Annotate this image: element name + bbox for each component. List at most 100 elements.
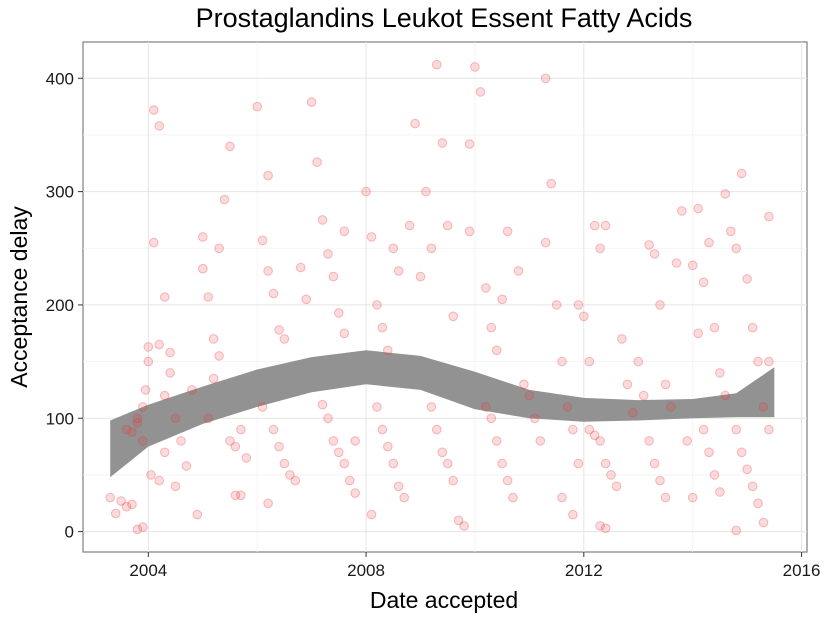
- data-point: [584, 356, 595, 367]
- data-point: [132, 524, 143, 535]
- data-point: [709, 470, 720, 480]
- data-point: [312, 157, 322, 167]
- data-point: [317, 399, 328, 410]
- data-point: [393, 481, 404, 492]
- data-point: [214, 243, 224, 254]
- data-point: [600, 458, 611, 469]
- data-point: [176, 436, 186, 446]
- data-point: [589, 430, 600, 441]
- data-point: [426, 402, 437, 412]
- data-point: [366, 232, 377, 242]
- data-point: [764, 211, 774, 222]
- data-point: [138, 436, 148, 446]
- data-point: [339, 226, 350, 237]
- data-point: [758, 402, 769, 412]
- data-point: [747, 322, 758, 333]
- data-point: [747, 481, 758, 492]
- data-point: [731, 243, 742, 254]
- data-point: [704, 237, 714, 248]
- axis-ticks: 2004 2008 2012 2016 0 100 200 300 400: [46, 69, 821, 580]
- data-point: [508, 492, 518, 503]
- data-point: [530, 413, 540, 424]
- data-point: [660, 492, 671, 503]
- data-point: [203, 413, 213, 424]
- data-point: [388, 458, 399, 469]
- data-point: [274, 441, 284, 452]
- data-point: [383, 441, 393, 452]
- data-point: [617, 334, 627, 344]
- data-point: [595, 243, 605, 254]
- data-point: [720, 189, 731, 199]
- confidence-band: [110, 350, 775, 478]
- data-point: [491, 345, 502, 356]
- data-point: [377, 322, 388, 333]
- data-point: [404, 220, 415, 231]
- data-point: [693, 203, 703, 214]
- data-point: [660, 379, 671, 390]
- data-point: [415, 271, 426, 282]
- data-point: [584, 424, 595, 435]
- data-point: [285, 470, 295, 480]
- data-point: [453, 515, 464, 526]
- data-point: [121, 424, 132, 435]
- data-point: [257, 402, 268, 412]
- data-point: [383, 345, 393, 356]
- data-point: [764, 356, 774, 367]
- data-point: [225, 436, 235, 446]
- data-point: [149, 237, 159, 248]
- data-point: [524, 390, 535, 401]
- data-point: [110, 508, 121, 519]
- data-point: [339, 328, 350, 339]
- data-points: [105, 59, 774, 536]
- data-point: [497, 458, 508, 469]
- data-point: [410, 118, 420, 129]
- data-point: [546, 178, 557, 189]
- data-point: [361, 186, 371, 197]
- data-point: [127, 499, 137, 510]
- data-point: [742, 464, 752, 475]
- chart-title: Prostaglandins Leukot Essent Fatty Acids: [196, 3, 693, 33]
- data-point: [687, 260, 698, 271]
- data-point: [366, 509, 377, 520]
- data-point: [159, 447, 170, 458]
- data-point: [426, 243, 437, 254]
- data-point: [138, 402, 148, 412]
- data-point: [432, 59, 442, 70]
- data-point: [573, 458, 584, 469]
- y-tick-label: 100: [46, 409, 74, 428]
- data-point: [459, 521, 469, 531]
- y-tick-label: 200: [46, 296, 74, 315]
- data-point: [154, 339, 164, 350]
- data-point: [236, 490, 246, 501]
- data-point: [753, 498, 763, 509]
- x-tick-label: 2012: [565, 561, 603, 580]
- x-tick-label: 2004: [129, 561, 167, 580]
- data-point: [437, 138, 448, 148]
- data-point: [344, 475, 355, 486]
- data-point: [372, 402, 382, 412]
- data-point: [339, 458, 350, 469]
- data-point: [649, 249, 660, 259]
- data-point: [497, 294, 508, 305]
- data-point: [502, 226, 513, 237]
- data-point: [268, 424, 279, 435]
- data-point: [328, 271, 339, 282]
- data-point: [159, 292, 170, 302]
- data-point: [170, 413, 181, 424]
- data-point: [263, 170, 273, 181]
- data-point: [219, 194, 230, 205]
- data-point: [589, 220, 600, 231]
- data-point: [105, 492, 115, 503]
- data-point: [432, 424, 442, 435]
- data-point: [263, 266, 273, 276]
- y-tick-label: 300: [46, 183, 74, 202]
- data-point: [295, 262, 306, 273]
- data-point: [377, 424, 388, 435]
- data-point: [638, 390, 649, 401]
- data-point: [225, 141, 235, 152]
- data-point: [595, 521, 605, 531]
- data-point: [317, 215, 328, 225]
- x-tick-label: 2008: [347, 561, 385, 580]
- data-point: [198, 232, 208, 242]
- data-point: [198, 263, 208, 274]
